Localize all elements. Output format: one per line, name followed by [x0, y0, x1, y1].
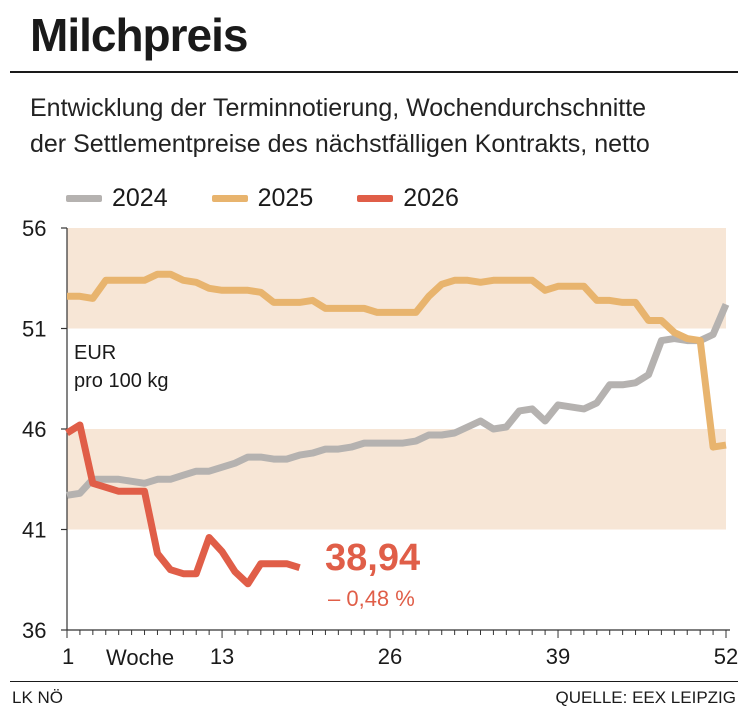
title-divider: [10, 71, 738, 73]
x-tick-label-39: 39: [546, 644, 570, 669]
chart-subtitle: Entwicklung der Terminnotierung, Wochend…: [30, 90, 740, 162]
legend-swatch-2024: [66, 195, 102, 202]
legend-item-2025: 2025: [211, 184, 314, 213]
legend-label-2025: 2025: [257, 184, 314, 212]
y-tick-label-46: 46: [22, 417, 46, 442]
footer-credit: LK NÖ: [12, 688, 64, 707]
legend-swatch-2026: [357, 195, 394, 202]
x-tick-label-13: 13: [210, 644, 234, 669]
series-line-2024: [66, 303, 730, 499]
series-line-2026: [65, 421, 301, 588]
y-tick-label-51: 51: [22, 317, 46, 342]
subtitle-line-1: Entwicklung der Terminnotierung, Wochend…: [30, 94, 647, 122]
legend-label-2026: 2026: [403, 184, 459, 212]
x-tick-label-52: 52: [714, 644, 738, 669]
x-tick-label-26: 26: [378, 644, 402, 669]
x-axis-label: Woche: [106, 645, 174, 670]
y-tick-label-41: 41: [22, 518, 46, 543]
legend-label-2024: 2024: [112, 184, 168, 212]
y-axis-label-line-2: pro 100 kg: [74, 370, 169, 392]
y-tick-label-36: 36: [22, 618, 46, 643]
chart-legend: 2024 2025 2026: [66, 184, 459, 213]
subtitle-line-2: der Settlementpreise des nächstfälligen …: [30, 130, 650, 158]
y-axis-label-line-1: EUR: [74, 342, 116, 364]
series-line-2025: [67, 270, 727, 451]
legend-swatch-2025: [211, 195, 248, 202]
legend-item-2026: 2026: [357, 184, 459, 213]
footer-divider: [10, 681, 738, 682]
chart-title: Milchpreis: [30, 9, 249, 61]
footer-source: QUELLE: EEX LEIPZIG: [555, 688, 736, 707]
latest-value-label: 38,94: [325, 537, 420, 579]
latest-change-label: – 0,48 %: [328, 586, 415, 611]
legend-item-2024: 2024: [66, 184, 168, 213]
x-tick-label-1: 1: [62, 644, 74, 669]
y-tick-label-56: 56: [22, 216, 46, 241]
